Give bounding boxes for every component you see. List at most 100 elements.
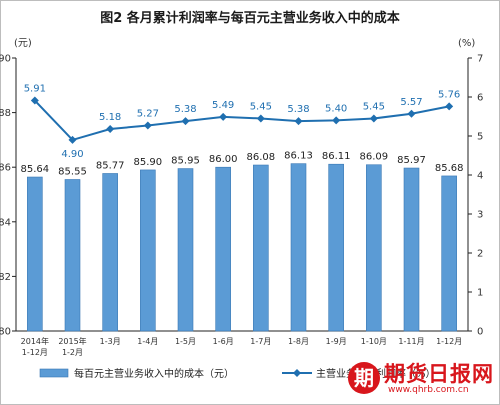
- line-point: [106, 124, 115, 133]
- right-tick-label: 6: [477, 93, 483, 104]
- chart-title: 图2 各月累计利润率与每百元主营业务收入中的成本: [100, 10, 400, 26]
- line-data-label: 5.40: [325, 103, 347, 114]
- x-tick-label-line: 1-11月: [398, 337, 424, 346]
- bar: [27, 176, 43, 332]
- right-tick-label: 4: [477, 171, 483, 182]
- bar: [215, 166, 231, 332]
- line-point: [332, 116, 341, 125]
- line-data-label: 5.45: [363, 101, 385, 112]
- line-point: [369, 114, 378, 123]
- right-tick-label: 7: [477, 54, 483, 65]
- legend-bar-swatch: [39, 368, 69, 378]
- bar: [328, 163, 344, 332]
- x-tick-label: 1-7月: [250, 337, 271, 346]
- line-data-label: 5.18: [99, 112, 121, 123]
- bar-data-label: 86.08: [247, 152, 276, 163]
- legend-bar-label: 每百元主营业务收入中的成本（元）: [74, 367, 234, 380]
- x-tick-label-line: 2014年: [21, 336, 49, 346]
- logo-name: 期货日报网: [384, 361, 494, 386]
- bar-data-label: 85.64: [21, 164, 50, 175]
- bar-data-label: 86.09: [360, 152, 389, 163]
- line-data-label: 5.27: [137, 108, 159, 119]
- left-tick-label: 84: [0, 217, 11, 228]
- x-tick-label: 1-8月: [288, 337, 309, 346]
- line-point: [219, 112, 228, 121]
- bar-data-label: 86.00: [209, 154, 238, 165]
- line-data-label: 5.45: [250, 101, 272, 112]
- x-tick-label-line: 1-12月: [22, 348, 48, 357]
- left-tick-label: 88: [0, 108, 11, 119]
- bar: [102, 173, 118, 332]
- bar-data-label: 85.95: [171, 156, 200, 167]
- x-tick-label: 2014年 1-12月: [21, 336, 49, 357]
- line-point: [294, 117, 303, 126]
- x-tick-label: 1-12月: [436, 337, 462, 346]
- x-tick-label-line: 1-10月: [361, 337, 387, 346]
- x-tick-label: 1-6月: [213, 337, 234, 346]
- line-point: [445, 102, 454, 111]
- line-data-label: 5.49: [212, 100, 234, 111]
- left-axis-unit: (元): [14, 38, 32, 49]
- x-tick-label-line: 1-2月: [62, 348, 83, 357]
- bar-data-label: 85.55: [58, 166, 87, 177]
- line-path: [34, 99, 450, 142]
- x-tick-label: 1-9月: [326, 337, 347, 346]
- x-tick-label-line: 1-8月: [288, 337, 309, 346]
- x-tick-label: 1-4月: [137, 337, 158, 346]
- watermark-logo: 期 期货日报网 www.qhrb.com.cn: [348, 358, 498, 402]
- right-tick-label: 5: [477, 132, 483, 143]
- line-data-label: 5.91: [24, 84, 46, 95]
- left-tick-label: 82: [0, 272, 11, 283]
- left-tick-label: 86: [0, 163, 11, 174]
- line-point: [256, 114, 265, 123]
- line-data-label: 5.38: [174, 104, 196, 115]
- x-axis-ticks: 2014年 1-12月 2015年 1-2月 1-3月 1-4月 1-5月 1-6月 1-7月 1…: [21, 336, 463, 357]
- bar: [441, 175, 457, 332]
- line-point: [181, 117, 190, 126]
- right-tick-label: 1: [477, 288, 483, 299]
- left-tick-label: 90: [0, 54, 11, 65]
- line-data-labels: 5.91 4.90 5.18 5.27 5.38 5.49 5.45 5.38 5.40 5.45…: [24, 84, 461, 160]
- line-series: [30, 96, 454, 144]
- right-tick-label: 3: [477, 210, 483, 221]
- x-tick-label-line: 1-5月: [175, 337, 196, 346]
- bar-data-label: 86.11: [322, 151, 351, 162]
- left-axis-ticks: 80 82 84 86 88 90: [0, 54, 16, 338]
- bar-data-label: 86.13: [284, 151, 313, 162]
- bar-data-labels: 85.64 85.55 85.77 85.90 85.95 86.00 86.08 86.13…: [21, 151, 464, 178]
- bar: [253, 164, 269, 332]
- logo-badge: 期: [348, 362, 380, 394]
- bar-data-label: 85.90: [134, 157, 163, 168]
- x-tick-label-line: 1-9月: [326, 337, 347, 346]
- bar: [403, 167, 420, 332]
- bar: [140, 169, 156, 332]
- left-tick-label: 80: [0, 327, 11, 338]
- line-point: [30, 96, 39, 105]
- bar: [177, 168, 194, 332]
- x-tick-label: 1-11月: [398, 337, 424, 346]
- x-tick-label: 2015年 1-2月: [58, 336, 86, 357]
- x-tick-label: 1-5月: [175, 337, 196, 346]
- line-data-label: 5.57: [400, 97, 422, 108]
- bar-data-label: 85.77: [96, 160, 125, 171]
- x-tick-label: 1-3月: [100, 337, 121, 346]
- bar-data-label: 85.97: [397, 155, 426, 166]
- x-tick-label-line: 1-12月: [436, 337, 462, 346]
- line-data-label: 5.38: [287, 104, 309, 115]
- x-tick-label-line: 1-3月: [100, 337, 121, 346]
- legend-line-marker: [293, 369, 301, 377]
- right-axis-ticks: 0 1 2 3 4 5 6 7: [468, 54, 483, 338]
- x-tick-label: 1-10月: [361, 337, 387, 346]
- x-tick-label-line: 2015年: [58, 336, 86, 346]
- right-tick-label: 0: [477, 327, 483, 338]
- line-point: [407, 109, 416, 118]
- bar-data-label: 85.68: [435, 163, 464, 174]
- bar: [64, 179, 81, 332]
- logo-url: www.qhrb.com.cn: [388, 385, 469, 395]
- line-data-label: 5.76: [438, 89, 460, 100]
- bar-series: [27, 163, 457, 332]
- x-tick-label-line: 1-6月: [213, 337, 234, 346]
- right-tick-label: 2: [477, 249, 483, 260]
- x-tick-label-line: 1-7月: [250, 337, 271, 346]
- bar: [290, 163, 307, 332]
